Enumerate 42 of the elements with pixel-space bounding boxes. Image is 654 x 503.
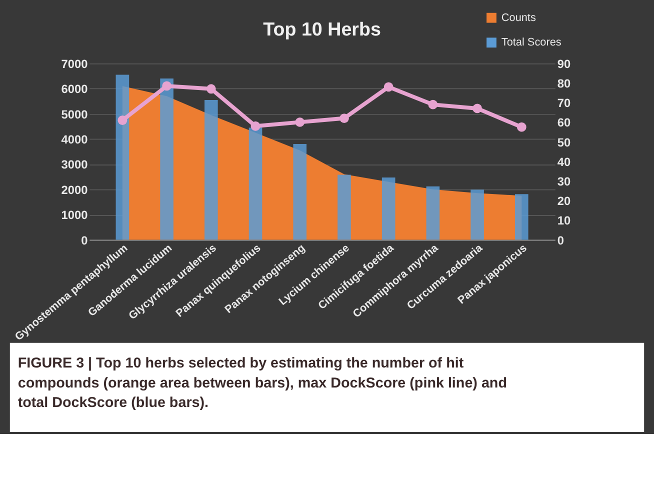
bar (338, 174, 351, 240)
y-tick-label: 1000 (61, 208, 88, 222)
y-tick-label: 5000 (61, 107, 88, 122)
point (118, 116, 128, 125)
y2-tick-label: 60 (557, 116, 571, 130)
point (516, 122, 526, 132)
bar (426, 186, 440, 240)
y2-tick-label: 0 (557, 233, 564, 248)
chart-title: Top 10 Herbs (263, 18, 381, 40)
point (428, 100, 438, 110)
bar (470, 190, 484, 240)
point (340, 114, 349, 123)
bar (248, 128, 262, 240)
legend-label: Total Scores (501, 36, 562, 49)
bar (514, 194, 528, 240)
point (384, 82, 394, 92)
y2-tick-label: 10 (557, 214, 571, 228)
point (250, 121, 260, 131)
y2-tick-label: 40 (557, 154, 571, 169)
bar (160, 78, 174, 240)
y-tick-label: 6000 (61, 82, 88, 96)
y2-tick-label: 50 (557, 135, 571, 150)
bar (293, 144, 307, 240)
point (472, 104, 482, 114)
y2-tick-label: 20 (557, 194, 571, 208)
y-tick-label: 2000 (61, 182, 88, 197)
point (162, 81, 172, 91)
y-tick-label: 3000 (61, 158, 88, 172)
caption: FIGURE 3 | Top 10 herbs selected by estimating the number of hit compounds (orange area between bars), max DockScore (pink line) and total DockScore (blue bars). (18, 356, 507, 412)
y-tick-label: 4000 (61, 132, 88, 146)
point (295, 118, 305, 127)
point (206, 84, 216, 94)
y2-tick-label: 80 (557, 76, 571, 90)
y2-tick-label: 30 (557, 174, 571, 188)
bar (116, 74, 130, 240)
y2-tick-label: 90 (557, 56, 571, 71)
y2-tick-label: 70 (557, 96, 571, 110)
bar (204, 100, 218, 240)
y-tick-label: 7000 (61, 56, 88, 71)
bar (382, 178, 396, 240)
y-tick-label: 0 (81, 233, 88, 248)
legend-label: Counts (501, 12, 536, 24)
